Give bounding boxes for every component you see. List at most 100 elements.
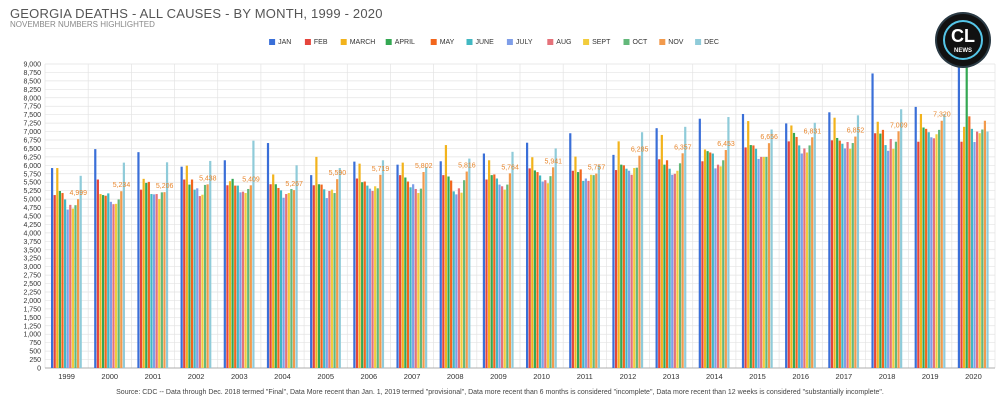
bar-jan-2016 bbox=[785, 123, 788, 369]
bar-aug-2013 bbox=[673, 173, 676, 368]
bar-may-2000 bbox=[104, 195, 107, 368]
legend-swatch-jan bbox=[269, 39, 276, 45]
bar-dec-2017 bbox=[856, 115, 860, 368]
y-tick-label: 8,500 bbox=[23, 78, 41, 85]
bar-feb-2018 bbox=[874, 133, 877, 368]
bar-may-2001 bbox=[147, 181, 150, 368]
legend-label-oct: OCT bbox=[633, 39, 649, 46]
bar-nov-2004 bbox=[292, 190, 296, 368]
bar-june-1999 bbox=[63, 199, 67, 368]
bar-june-2013 bbox=[668, 168, 671, 368]
bar-nov-2006 bbox=[379, 174, 382, 368]
bar-sept-2000 bbox=[114, 203, 118, 368]
bar-aug-2012 bbox=[630, 174, 633, 368]
bar-jan-2019 bbox=[914, 106, 917, 369]
legend-swatch-dec bbox=[695, 39, 702, 45]
data-label: 5,941 bbox=[545, 158, 563, 165]
x-tick-label: 2008 bbox=[447, 372, 464, 381]
bar-may-2018 bbox=[881, 129, 885, 368]
bar-march-2013 bbox=[660, 134, 663, 368]
y-tick-label: 8,250 bbox=[23, 87, 41, 94]
bar-sept-2004 bbox=[287, 193, 290, 368]
y-tick-label: 6,250 bbox=[23, 154, 41, 161]
bar-dec-2016 bbox=[813, 122, 816, 368]
bar-sept-2015 bbox=[762, 156, 765, 368]
bar-april-2016 bbox=[792, 132, 796, 368]
legend-swatch-feb bbox=[304, 39, 311, 45]
y-tick-label: 4,750 bbox=[23, 205, 41, 212]
y-tick-label: 500 bbox=[29, 349, 41, 356]
y-tick-label: 1,250 bbox=[23, 323, 41, 330]
data-label: 5,590 bbox=[329, 170, 347, 177]
bar-feb-2016 bbox=[787, 141, 790, 368]
bar-oct-2016 bbox=[808, 145, 811, 368]
bar-may-2006 bbox=[363, 181, 366, 368]
legend-swatch-nov bbox=[659, 39, 666, 45]
bar-oct-1999 bbox=[74, 205, 77, 368]
data-label: 5,719 bbox=[372, 166, 390, 173]
bar-june-2008 bbox=[452, 191, 455, 368]
bar-april-2010 bbox=[533, 170, 536, 368]
y-tick-label: 0 bbox=[37, 366, 41, 373]
bar-sept-2010 bbox=[546, 183, 549, 368]
bar-aug-2011 bbox=[587, 180, 590, 368]
bar-july-2010 bbox=[541, 181, 544, 368]
bar-dec-2000 bbox=[122, 162, 125, 368]
bar-june-2007 bbox=[409, 187, 412, 368]
bar-dec-2013 bbox=[684, 126, 687, 369]
bar-jan-2020 bbox=[957, 67, 961, 368]
y-tick-label: 9,000 bbox=[23, 62, 41, 69]
bar-feb-2015 bbox=[744, 147, 747, 368]
bar-feb-2010 bbox=[528, 168, 531, 368]
bar-april-2002 bbox=[188, 184, 191, 368]
bar-june-2009 bbox=[495, 178, 499, 368]
bar-april-2012 bbox=[620, 164, 623, 368]
data-label: 5,409 bbox=[242, 176, 260, 183]
data-label: 5,802 bbox=[415, 163, 433, 170]
bar-may-2015 bbox=[752, 145, 755, 368]
bar-april-2005 bbox=[317, 184, 321, 368]
bar-march-2010 bbox=[531, 157, 534, 368]
x-tick-label: 2000 bbox=[101, 372, 118, 381]
bar-may-2019 bbox=[925, 128, 928, 368]
bar-jan-1999 bbox=[50, 168, 54, 368]
bar-may-2014 bbox=[709, 152, 712, 368]
bar-feb-2006 bbox=[355, 178, 359, 368]
bar-sept-2006 bbox=[374, 186, 377, 368]
bar-aug-2010 bbox=[544, 180, 547, 368]
bar-dec-2008 bbox=[468, 158, 471, 368]
bar-aug-2004 bbox=[285, 194, 288, 368]
x-tick-label: 2013 bbox=[663, 372, 680, 381]
bar-jan-2015 bbox=[741, 113, 745, 368]
legend-label-nov: NOV bbox=[668, 39, 684, 46]
bar-feb-2005 bbox=[312, 185, 315, 368]
bar-sept-2009 bbox=[503, 189, 506, 368]
y-tick-label: 5,000 bbox=[23, 197, 41, 204]
bar-aug-2019 bbox=[932, 138, 936, 368]
bar-feb-2008 bbox=[442, 175, 445, 368]
x-tick-label: 2010 bbox=[533, 372, 550, 381]
x-tick-label: 2012 bbox=[620, 372, 637, 381]
bar-nov-2020 bbox=[983, 120, 987, 368]
bar-march-2015 bbox=[747, 121, 750, 368]
bar-jan-2000 bbox=[94, 149, 97, 368]
x-axis-ticks: 1999 2000 2001 2002 2003 2004 2005 2006 2007 2008… bbox=[58, 372, 982, 381]
bar-dec-2011 bbox=[597, 164, 600, 368]
bar-feb-2002 bbox=[183, 179, 186, 368]
bar-aug-2009 bbox=[501, 186, 504, 368]
y-tick-label: 8,750 bbox=[23, 70, 41, 77]
bar-july-2000 bbox=[109, 201, 112, 368]
bar-feb-2004 bbox=[269, 184, 272, 368]
bar-march-2004 bbox=[272, 174, 275, 368]
legend-swatch-sept bbox=[583, 39, 590, 45]
legend-swatch-oct bbox=[623, 39, 630, 45]
data-label: 6,453 bbox=[717, 141, 735, 148]
data-label: 6,852 bbox=[847, 128, 865, 135]
y-tick-label: 3,750 bbox=[23, 239, 41, 246]
bar-may-1999 bbox=[61, 193, 64, 368]
bar-july-2001 bbox=[152, 194, 156, 368]
bar-june-2010 bbox=[538, 175, 542, 368]
chart-subtitle: NOVEMBER NUMBERS HIGHLIGHTED bbox=[10, 20, 155, 29]
bar-jan-2010 bbox=[525, 142, 529, 368]
bar-jan-2014 bbox=[698, 118, 701, 368]
